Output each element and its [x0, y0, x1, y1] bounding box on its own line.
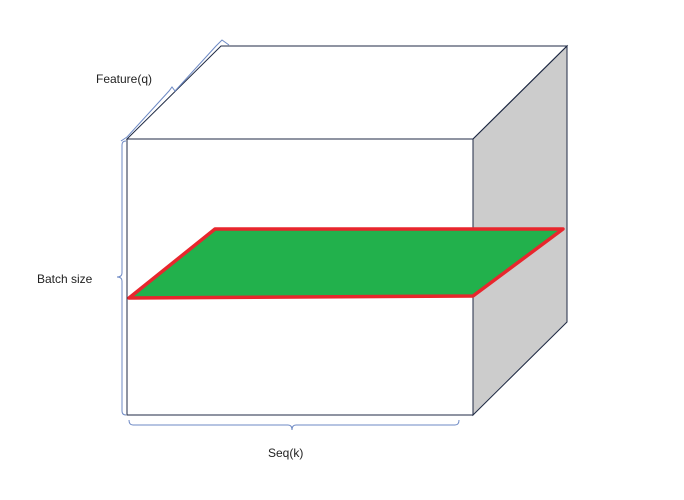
cube-side-face-outline: [472, 44, 568, 417]
batch-size-label: Batch size: [37, 272, 93, 286]
batch-size-brace: [116, 140, 127, 416]
feature-label: Feature(q): [96, 72, 153, 86]
batch-slice-plane: [127, 227, 565, 300]
seq-label: Seq(k): [268, 446, 304, 460]
feature-brace: [120, 39, 230, 142]
seq-brace: [128, 419, 460, 431]
